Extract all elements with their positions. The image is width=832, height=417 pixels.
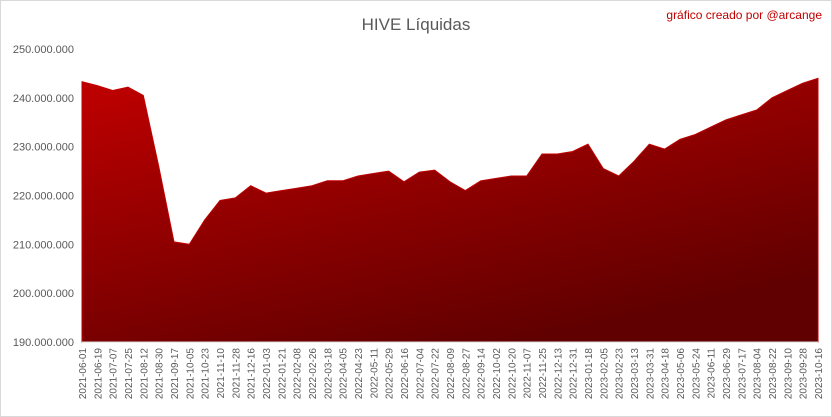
x-tick-label: 2023-06-11 bbox=[707, 348, 718, 399]
x-tick-label: 2021-10-05 bbox=[185, 348, 196, 400]
x-tick-label: 2023-01-18 bbox=[584, 348, 595, 400]
x-tick-label: 2022-04-05 bbox=[339, 348, 350, 400]
x-tick-label: 2023-05-24 bbox=[691, 348, 702, 400]
x-tick-label: 2021-06-01 bbox=[78, 348, 89, 400]
x-tick-label: 2023-10-16 bbox=[814, 348, 825, 400]
x-tick-label: 2022-12-31 bbox=[569, 348, 580, 400]
x-tick-label: 2021-12-16 bbox=[247, 348, 258, 400]
x-tick-label: 2022-10-20 bbox=[507, 348, 518, 400]
x-tick-label: 2022-01-21 bbox=[277, 348, 288, 400]
x-tick-label: 2022-03-18 bbox=[323, 348, 334, 400]
x-tick-label: 2023-06-29 bbox=[722, 348, 733, 400]
x-tick-label: 2021-08-12 bbox=[139, 348, 150, 400]
x-tick-label: 2022-02-08 bbox=[293, 348, 304, 400]
y-tick-label: 210.000.000 bbox=[13, 239, 74, 251]
x-tick-label: 2022-11-25 bbox=[538, 348, 549, 399]
x-tick-label: 2023-02-05 bbox=[599, 348, 610, 400]
x-tick-label: 2022-08-27 bbox=[461, 348, 472, 400]
x-tick-label: 2023-09-10 bbox=[783, 348, 794, 400]
x-tick-label: 2022-04-23 bbox=[354, 348, 365, 400]
x-tick-label: 2023-08-22 bbox=[768, 348, 779, 400]
area bbox=[81, 77, 819, 343]
x-tick-label: 2022-05-29 bbox=[385, 348, 396, 400]
x-tick-label: 2023-02-23 bbox=[615, 348, 626, 400]
x-tick-label: 2023-08-04 bbox=[753, 348, 764, 400]
x-tick-label: 2021-09-17 bbox=[170, 348, 181, 400]
x-tick-label: 2021-10-23 bbox=[201, 348, 212, 400]
x-tick-label: 2021-06-19 bbox=[93, 348, 104, 400]
x-tick-label: 2023-09-28 bbox=[799, 348, 810, 400]
y-tick-label: 230.000.000 bbox=[13, 142, 74, 154]
x-tick-label: 2021-11-28 bbox=[231, 348, 242, 399]
y-tick-label: 190.000.000 bbox=[13, 337, 74, 349]
x-tick-label: 2021-07-07 bbox=[109, 348, 120, 400]
x-tick-label: 2023-03-31 bbox=[645, 348, 656, 400]
chart-title: HIVE Líquidas bbox=[362, 15, 471, 34]
y-tick-label: 200.000.000 bbox=[13, 288, 74, 300]
annotation: gráfico creado por @arcange bbox=[666, 8, 822, 22]
x-tick-label: 2022-02-26 bbox=[308, 348, 319, 400]
x-tick-label: 2023-07-17 bbox=[737, 348, 748, 400]
y-tick-label: 240.000.000 bbox=[13, 93, 74, 105]
x-tick-label: 2022-08-09 bbox=[446, 348, 457, 400]
x-tick-label: 2022-07-22 bbox=[431, 348, 442, 400]
x-tick-label: 2022-10-02 bbox=[492, 348, 503, 400]
x-tick-label: 2023-03-13 bbox=[630, 348, 641, 400]
x-tick-label: 2023-05-06 bbox=[676, 348, 687, 400]
x-tick-label: 2022-01-03 bbox=[262, 348, 273, 400]
x-tick-label: 2022-07-04 bbox=[415, 348, 426, 400]
y-tick-label: 250.000.000 bbox=[13, 44, 74, 56]
x-tick-label: 2021-11-10 bbox=[216, 348, 227, 399]
x-tick-label: 2023-04-18 bbox=[661, 348, 672, 400]
x-tick-label: 2022-09-14 bbox=[477, 348, 488, 400]
x-tick-label: 2021-07-25 bbox=[124, 348, 135, 400]
y-tick-label: 220.000.000 bbox=[13, 191, 74, 203]
x-tick-label: 2022-06-16 bbox=[400, 348, 411, 400]
x-tick-label: 2022-05-11 bbox=[369, 348, 380, 399]
x-tick-label: 2021-08-30 bbox=[155, 348, 166, 400]
x-tick-label: 2022-12-13 bbox=[553, 348, 564, 400]
x-tick-label: 2022-11-07 bbox=[523, 348, 534, 399]
